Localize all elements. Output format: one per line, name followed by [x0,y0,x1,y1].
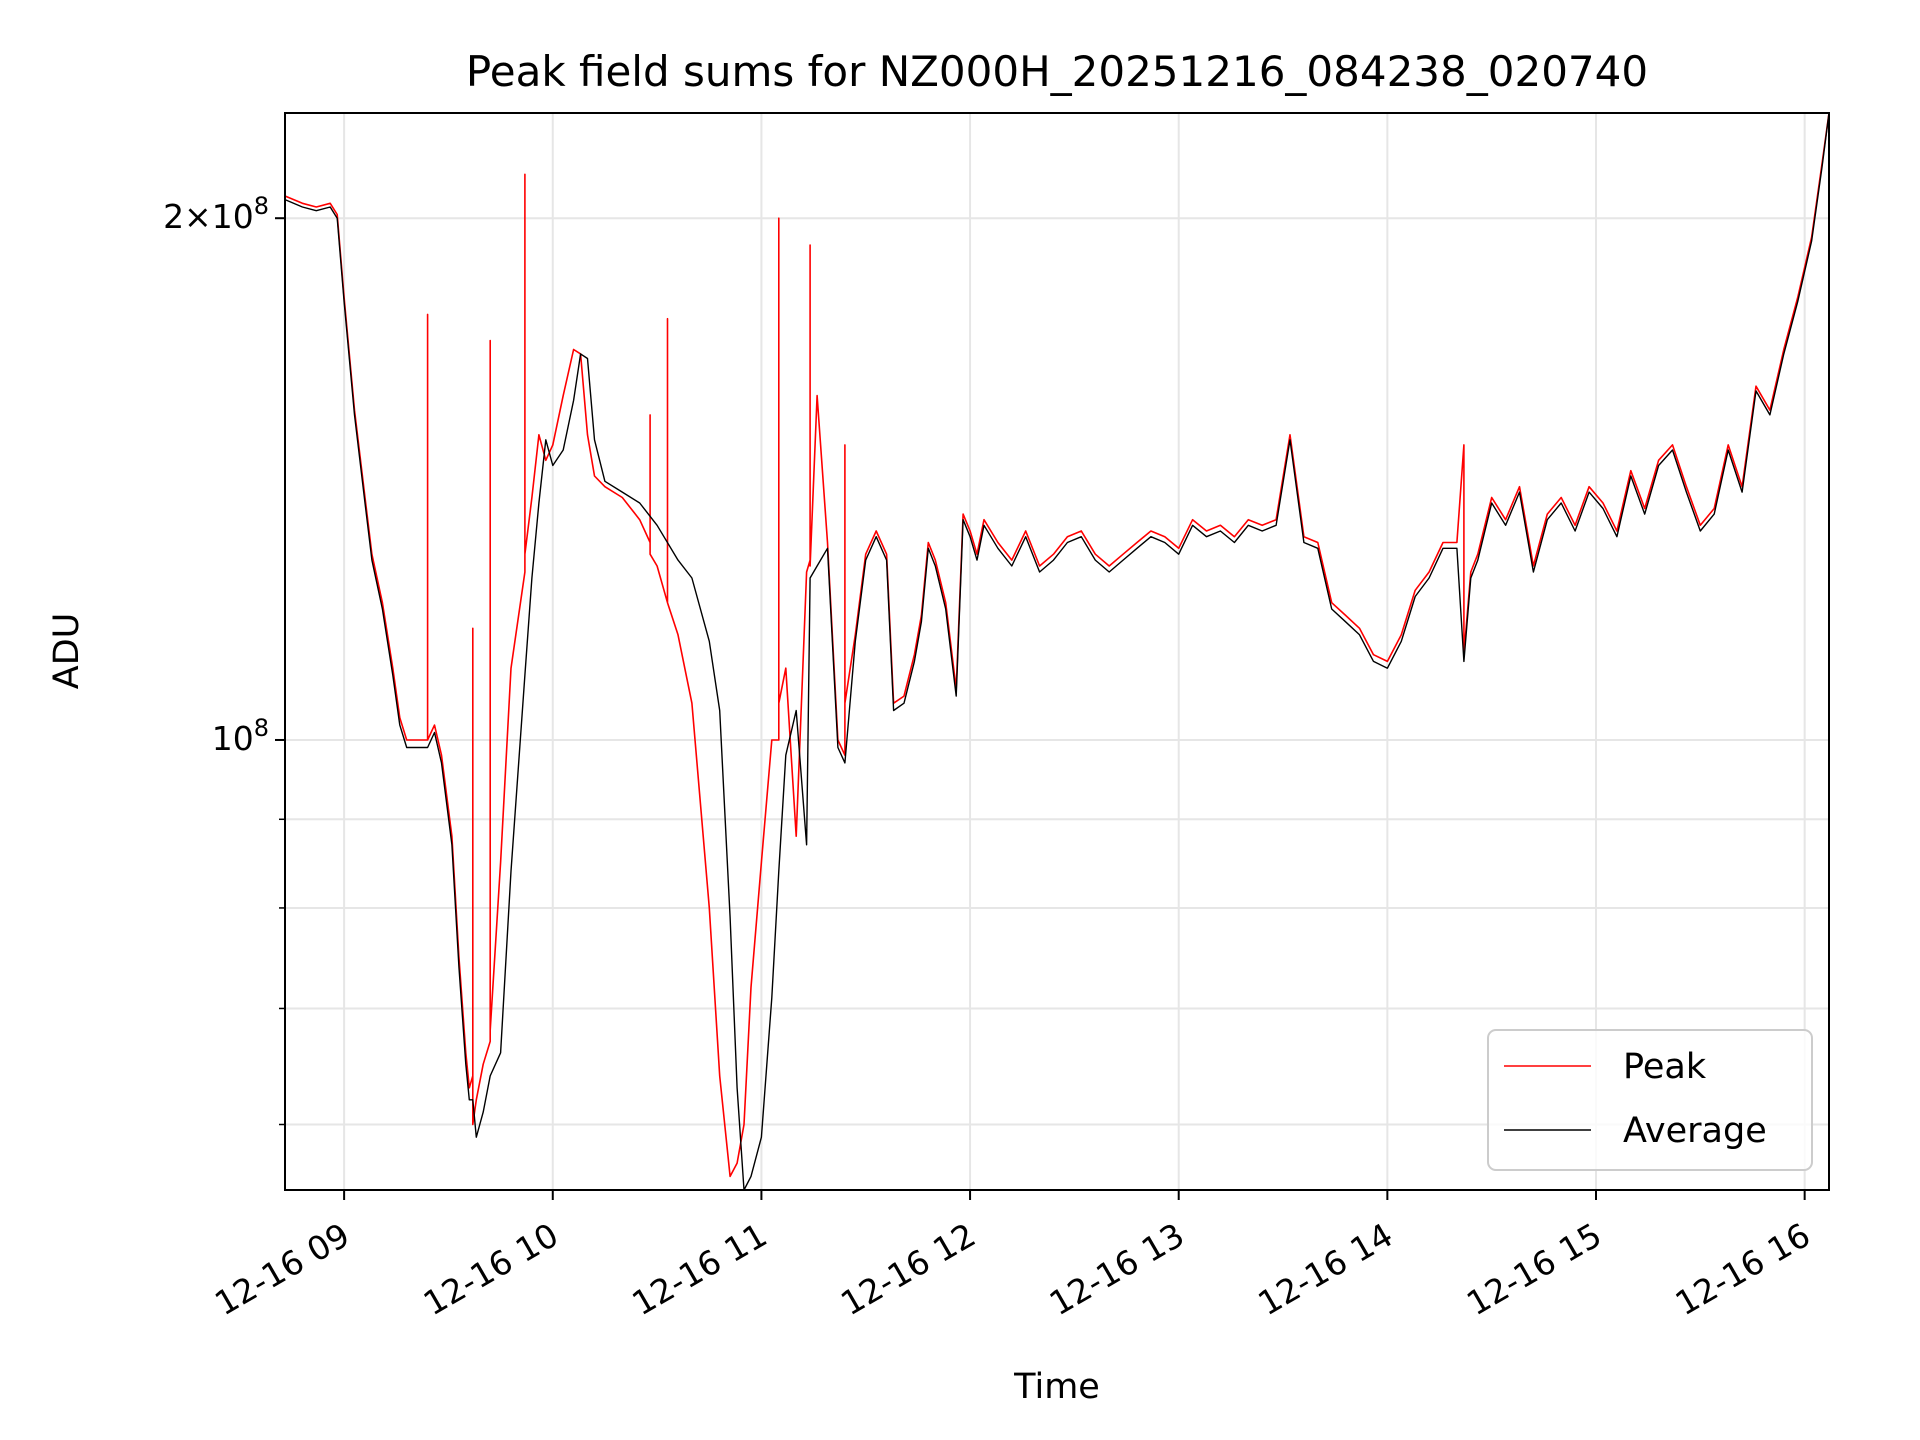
legend-label-peak: Peak [1623,1047,1707,1087]
legend-label-average: Average [1623,1111,1767,1151]
chart-title: Peak field sums for NZ000H_20251216_0842… [466,47,1648,96]
grid [285,113,1829,1190]
legend: Peak Average [1487,1029,1813,1171]
series-line-average [284,112,1830,1191]
legend-box [1487,1029,1813,1171]
plot-area [284,112,1830,1191]
y-axis: 108 2×108 [163,192,285,1126]
x-axis-label: Time [1013,1367,1100,1407]
series-line-peak [284,112,1830,1178]
y-tick-label: 2×108 [163,192,269,236]
y-tick-label: 108 [212,714,269,758]
y-axis-label: ADU [47,613,87,690]
plot-frame [284,112,1830,1191]
